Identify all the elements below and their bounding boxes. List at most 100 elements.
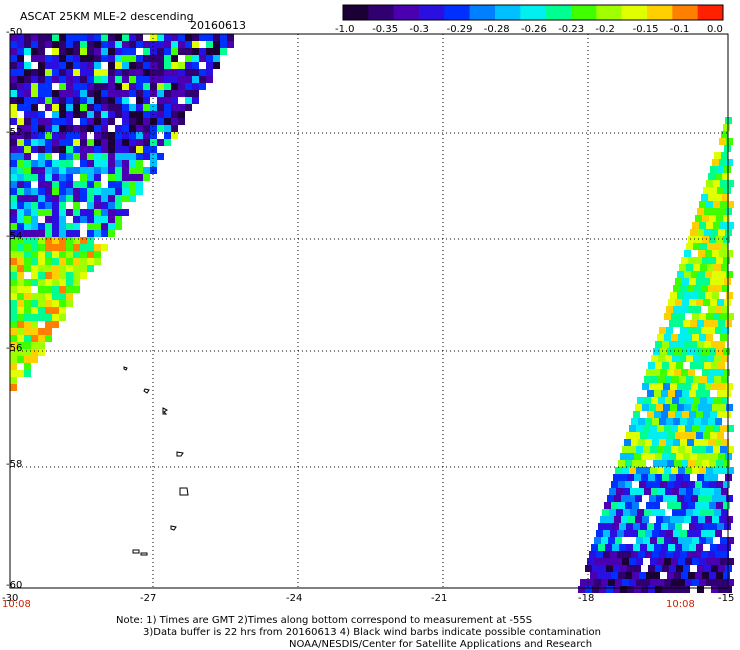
data-cell <box>101 104 108 111</box>
data-cell <box>667 460 674 467</box>
data-cell <box>727 537 734 544</box>
colorbar-label: -0.28 <box>483 24 510 35</box>
data-cell <box>655 453 662 460</box>
data-cell <box>678 579 685 586</box>
data-cell <box>150 48 157 55</box>
data-cell <box>17 223 24 230</box>
data-cell <box>59 69 66 76</box>
data-cell <box>136 48 143 55</box>
data-cell <box>679 355 686 362</box>
data-cell <box>648 362 655 369</box>
data-cell <box>727 180 734 187</box>
data-cell <box>122 41 129 48</box>
data-cell <box>726 250 733 257</box>
colorbar-swatch <box>672 5 699 20</box>
data-cell <box>80 230 87 237</box>
data-cell <box>10 104 17 111</box>
data-cell <box>164 139 171 146</box>
data-cell <box>702 236 709 243</box>
data-cell <box>630 488 637 495</box>
data-cell <box>115 216 122 223</box>
data-cell <box>66 160 73 167</box>
data-cell <box>59 125 66 132</box>
data-cell <box>136 76 143 83</box>
data-cell <box>620 565 627 572</box>
data-cell <box>24 356 31 363</box>
data-cell <box>171 69 178 76</box>
data-cell <box>643 579 650 586</box>
data-cell <box>703 432 710 439</box>
data-cell <box>87 216 94 223</box>
data-cell <box>52 202 59 209</box>
data-cell <box>706 558 713 565</box>
data-cell <box>227 34 234 41</box>
data-cell <box>157 153 164 160</box>
data-cell <box>10 370 17 377</box>
data-cell <box>199 83 206 90</box>
data-cell <box>80 202 87 209</box>
data-cell <box>646 572 653 579</box>
data-cell <box>122 153 129 160</box>
data-cell <box>670 383 677 390</box>
data-cell <box>199 55 206 62</box>
data-cell <box>66 258 73 265</box>
data-cell <box>657 334 664 341</box>
data-cell <box>622 537 629 544</box>
data-cell <box>185 48 192 55</box>
data-cell <box>80 104 87 111</box>
data-cell <box>705 495 712 502</box>
colorbar-swatch <box>444 5 471 20</box>
data-cell <box>706 201 713 208</box>
data-cell <box>640 544 647 551</box>
data-cell <box>10 342 17 349</box>
data-cell <box>639 481 646 488</box>
data-cell <box>643 537 650 544</box>
data-cell <box>701 530 708 537</box>
data-cell <box>661 544 668 551</box>
data-cell <box>101 209 108 216</box>
data-cell <box>691 383 698 390</box>
data-cell <box>607 495 614 502</box>
data-cell <box>648 565 655 572</box>
data-cell <box>599 586 606 593</box>
data-cell <box>17 34 24 41</box>
data-cell <box>45 279 52 286</box>
data-cell <box>94 90 101 97</box>
data-cell <box>709 257 716 264</box>
data-cell <box>698 383 705 390</box>
data-cell <box>115 90 122 97</box>
data-cell <box>59 90 66 97</box>
data-cell <box>10 160 17 167</box>
data-cell <box>686 264 693 271</box>
data-cell <box>706 425 713 432</box>
data-cell <box>675 278 682 285</box>
data-cell <box>665 355 672 362</box>
data-cell <box>647 390 654 397</box>
data-cell <box>723 215 730 222</box>
data-cell <box>192 62 199 69</box>
data-cell <box>634 565 641 572</box>
data-cell <box>31 111 38 118</box>
data-cell <box>94 153 101 160</box>
data-cell <box>108 90 115 97</box>
data-cell <box>52 153 59 160</box>
data-cell <box>108 62 115 69</box>
data-cell <box>675 390 682 397</box>
data-cell <box>87 202 94 209</box>
data-cell <box>660 481 667 488</box>
data-cell <box>671 313 678 320</box>
data-cell <box>52 251 59 258</box>
data-cell <box>66 111 73 118</box>
data-cell <box>115 160 122 167</box>
data-cell <box>94 188 101 195</box>
data-cell <box>629 425 636 432</box>
data-cell <box>45 258 52 265</box>
data-cell <box>718 586 725 593</box>
data-cell <box>52 41 59 48</box>
data-cell <box>688 502 695 509</box>
data-cell <box>662 341 669 348</box>
data-cell <box>717 432 724 439</box>
data-cell <box>45 286 52 293</box>
data-cell <box>716 572 723 579</box>
data-cell <box>24 34 31 41</box>
